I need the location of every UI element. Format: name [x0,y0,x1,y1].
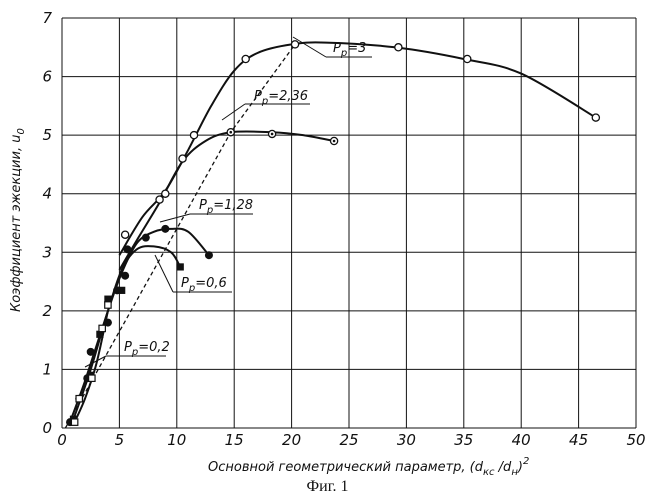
y-tick-label: 0 [42,419,52,437]
y-tick-label: 3 [42,243,52,261]
series-line-3 [74,246,181,419]
data-point [76,396,82,402]
data-point [464,55,471,62]
series-label-3: Pp=0,6 [181,276,227,294]
x-tick-label: 45 [569,431,588,449]
chart: 05101520253035404550 01234567 Pp=3Pp=2,3… [0,0,655,478]
data-point [99,325,105,331]
y-tick-label: 2 [42,302,52,320]
x-tick-label: 30 [397,431,416,449]
data-point [121,272,129,280]
data-point [205,251,213,259]
series-label-4: Pp=0,2 [124,340,170,358]
data-point [161,225,169,233]
data-point [142,234,150,242]
y-tick-label: 1 [42,360,52,378]
data-point [291,41,298,48]
data-point [242,55,249,62]
data-point [190,132,197,139]
data-point [122,231,129,238]
figure-caption: Фиг. 1 [0,478,655,496]
y-tick-label: 4 [42,185,52,203]
series-line-0 [119,42,595,255]
y-tick-label: 6 [42,68,52,86]
data-point [89,375,95,381]
x-tick-label: 20 [282,431,301,449]
data-point [592,114,599,121]
label-leader [160,214,190,222]
x-tick-label: 10 [167,431,186,449]
series-markers [66,41,599,426]
data-point [123,245,131,253]
data-point [118,287,125,294]
x-tick-label: 15 [225,431,244,449]
data-point [227,129,234,136]
x-tick-label: 50 [626,431,645,449]
x-tick-label: 25 [339,431,358,449]
x-tick-label: 0 [57,431,67,449]
x-tick-label: 35 [454,431,473,449]
y-tick-label: 5 [42,126,52,144]
x-tick-labels: 0 5 10 15 20 25 30 35 40 45 50 [57,431,645,449]
data-point [87,348,95,356]
data-point [395,44,402,51]
series-annotations: Pp=3Pp=2,36Pp=1,28Pp=0,6Pp=0,2 [85,37,372,367]
x-tick-label: 40 [512,431,531,449]
y-tick-label: 7 [42,9,52,27]
data-point [179,155,186,162]
series-curves [70,42,596,422]
data-point [330,137,337,144]
data-point [268,130,275,137]
y-axis-title: Коэффициент эжекции, u0 [9,128,27,312]
data-point [177,263,184,270]
data-point [162,190,169,197]
data-point [156,196,163,203]
series-line-2 [70,229,209,422]
x-axis-title: Основной геометрический параметр, (dкс /… [208,456,529,478]
label-leader [155,255,173,292]
data-point [105,302,111,308]
y-tick-labels: 0 1 2 3 4 5 6 7 [42,9,52,437]
x-tick-label: 5 [115,431,125,449]
series-label-0: Pp=3 [333,41,366,59]
series-label-2: Pp=1,28 [199,198,253,216]
data-point [71,419,77,425]
